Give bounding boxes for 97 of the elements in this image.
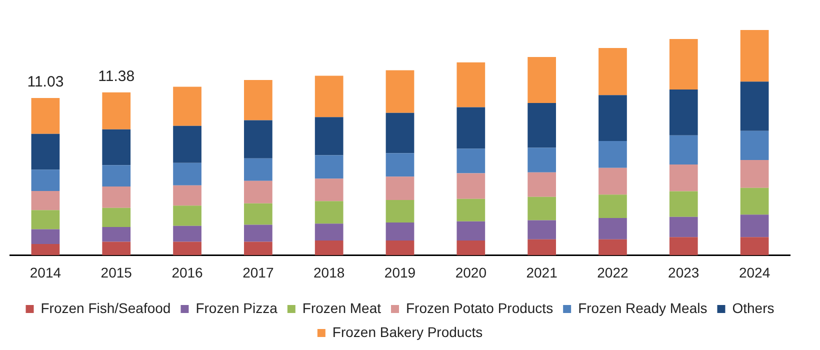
bar	[173, 206, 202, 226]
bar	[102, 92, 131, 130]
bar	[173, 86, 202, 126]
bar	[740, 130, 769, 160]
bar	[456, 221, 486, 241]
bar	[598, 168, 627, 195]
bar	[31, 98, 60, 134]
legend-label: Frozen Pizza	[196, 300, 278, 316]
bar	[528, 148, 556, 172]
x-tick-label: 2021	[526, 264, 558, 280]
x-tick-label: 2020	[455, 264, 487, 280]
bar	[528, 239, 556, 256]
bar	[102, 208, 131, 228]
bar	[314, 76, 344, 118]
bar	[456, 173, 486, 199]
bar	[173, 126, 202, 163]
legend-label: Others	[732, 300, 774, 316]
bar	[386, 176, 414, 200]
bar	[386, 222, 414, 241]
bar	[740, 82, 769, 131]
bar	[102, 129, 131, 166]
bar	[456, 148, 486, 174]
bar	[528, 196, 556, 220]
bar	[314, 201, 344, 224]
bar	[173, 185, 202, 206]
legend-label: Frozen Ready Meals	[578, 300, 708, 316]
bar	[314, 155, 344, 179]
legend-label: Frozen Meat	[302, 300, 382, 316]
bar	[173, 242, 202, 256]
bar	[244, 203, 272, 225]
bar	[314, 178, 344, 202]
bar	[31, 244, 60, 256]
bar	[314, 240, 344, 256]
bar	[669, 89, 698, 136]
x-tick-label: 2014	[30, 264, 62, 280]
x-tick-label: 2015	[100, 264, 132, 280]
bar	[598, 141, 627, 168]
legend-label: Frozen Fish/Seafood	[40, 300, 171, 316]
bar	[528, 57, 556, 103]
annotation: 11.03	[27, 74, 64, 91]
x-tick-label: 2022	[597, 264, 629, 280]
bar	[31, 191, 60, 210]
bar	[102, 186, 131, 208]
bar	[669, 216, 698, 238]
bar	[173, 226, 202, 242]
bar	[598, 194, 627, 218]
bar	[386, 70, 414, 113]
x-tick-label: 2017	[242, 264, 274, 280]
bar	[31, 210, 60, 230]
bar	[244, 80, 272, 120]
bar	[386, 200, 414, 223]
bar	[244, 180, 272, 204]
bar	[528, 220, 556, 240]
bar	[740, 214, 769, 238]
bar	[528, 172, 556, 197]
bar	[598, 95, 627, 142]
bar	[598, 218, 627, 240]
bar	[31, 229, 60, 244]
annotation: 11.38	[98, 68, 135, 86]
bar	[102, 242, 131, 256]
bar	[740, 160, 769, 188]
bar	[669, 135, 698, 164]
x-tick-label: 2019	[384, 264, 416, 280]
bar	[456, 107, 486, 149]
legend-label: Frozen Potato Products	[406, 300, 554, 316]
bar	[456, 240, 486, 256]
bar	[669, 237, 698, 256]
bar	[456, 62, 486, 108]
bar	[173, 162, 202, 186]
bar	[244, 242, 272, 256]
bar	[598, 239, 627, 256]
bar	[669, 191, 698, 217]
bar	[31, 170, 60, 192]
bar	[386, 112, 414, 154]
legend-label: Frozen Bakery Products	[332, 324, 483, 340]
bar	[740, 188, 769, 215]
bar	[598, 48, 627, 96]
bar	[102, 227, 131, 242]
bar	[386, 153, 414, 177]
bar	[102, 165, 131, 187]
bar	[669, 164, 698, 192]
bar	[528, 102, 556, 148]
bar	[244, 224, 272, 242]
bar	[456, 198, 486, 222]
bar	[314, 117, 344, 156]
x-tick-label: 2018	[314, 264, 345, 280]
bar	[386, 240, 414, 256]
bar	[314, 224, 344, 241]
bar	[740, 30, 769, 82]
bar	[669, 39, 698, 90]
bar	[244, 158, 272, 181]
bar	[740, 237, 769, 256]
bar	[244, 120, 272, 158]
bar	[31, 134, 60, 170]
x-tick-label: 2024	[738, 264, 770, 280]
x-tick-label: 2023	[668, 264, 700, 280]
x-tick-label: 2016	[172, 264, 204, 280]
